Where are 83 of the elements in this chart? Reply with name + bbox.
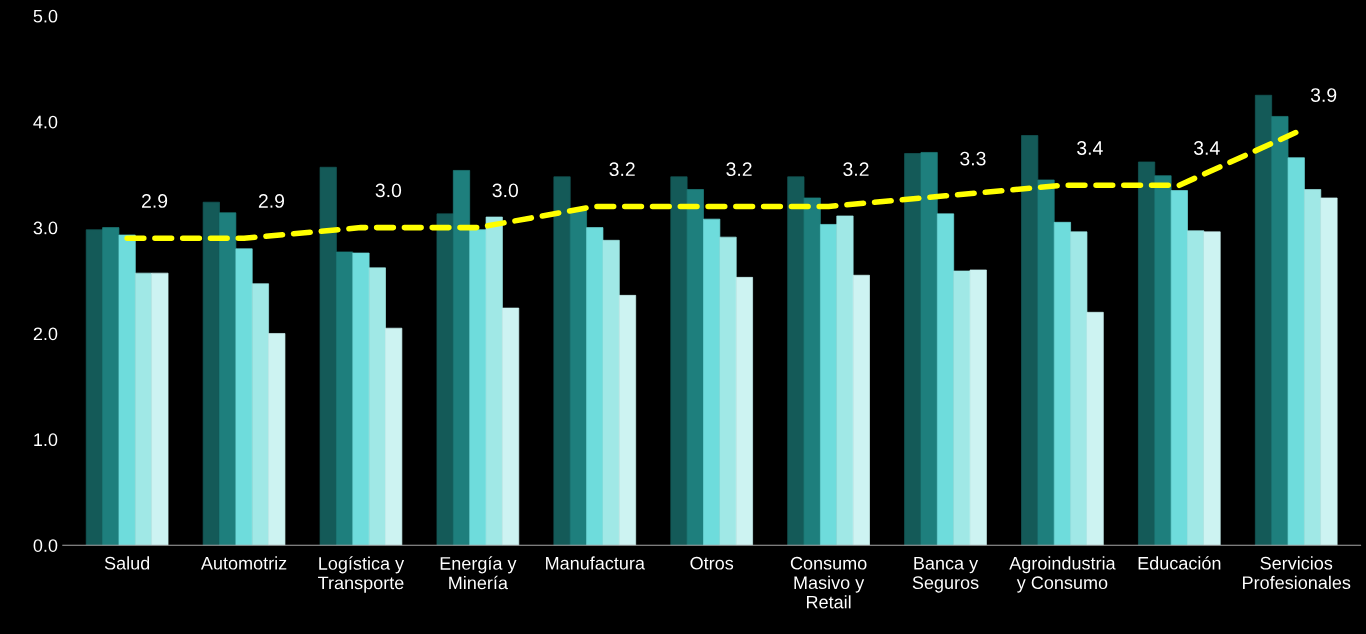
data-label: 3.0 bbox=[375, 183, 402, 198]
bar bbox=[1070, 231, 1088, 546]
bar bbox=[904, 153, 922, 546]
bar bbox=[1138, 161, 1156, 546]
bar bbox=[352, 252, 370, 546]
bar bbox=[1304, 189, 1322, 546]
y-tick-label: 0.0 bbox=[33, 539, 58, 552]
x-tick-label: Banca y Seguros bbox=[912, 557, 979, 593]
bar bbox=[151, 272, 169, 546]
bar bbox=[319, 166, 337, 546]
bar bbox=[385, 327, 403, 546]
bar bbox=[436, 213, 454, 546]
bar bbox=[602, 239, 620, 546]
bar bbox=[787, 176, 805, 546]
bar bbox=[686, 189, 704, 546]
bar bbox=[118, 234, 136, 546]
y-tick-label: 4.0 bbox=[33, 115, 58, 129]
bar bbox=[670, 176, 688, 546]
bar bbox=[102, 227, 120, 546]
bar bbox=[953, 270, 971, 546]
bar bbox=[836, 215, 854, 546]
bar bbox=[1320, 197, 1338, 546]
data-label: 3.2 bbox=[726, 162, 752, 177]
bar bbox=[485, 216, 503, 546]
x-tick-label: Salud bbox=[104, 556, 150, 570]
bar bbox=[586, 227, 604, 546]
bar bbox=[469, 229, 487, 546]
data-label: 3.0 bbox=[492, 183, 519, 198]
bar bbox=[1037, 179, 1055, 546]
bar bbox=[1154, 175, 1172, 546]
bar bbox=[1187, 230, 1205, 546]
bar bbox=[202, 201, 220, 546]
bar bbox=[251, 283, 269, 546]
bar bbox=[969, 269, 987, 546]
x-tick-label: Servicios Profesionales bbox=[1243, 556, 1351, 590]
bar bbox=[268, 333, 286, 546]
bar bbox=[134, 272, 153, 546]
bar bbox=[569, 210, 587, 546]
bar bbox=[1287, 157, 1305, 546]
data-label: 3.4 bbox=[1193, 141, 1220, 155]
data-label: 3.4 bbox=[1077, 141, 1103, 155]
data-label: 3.2 bbox=[609, 162, 635, 177]
bar bbox=[1086, 311, 1104, 546]
x-tick-label: Energía y Minería bbox=[440, 556, 517, 590]
bar bbox=[235, 248, 253, 546]
bar bbox=[1254, 94, 1273, 546]
bar bbox=[1021, 135, 1039, 546]
bar bbox=[618, 295, 637, 546]
bar bbox=[452, 170, 471, 546]
x-tick-label: Logística y Transporte bbox=[318, 556, 405, 593]
y-tick-label: 3.0 bbox=[33, 221, 58, 235]
data-label: 3.9 bbox=[1310, 88, 1337, 102]
x-tick-label: Manufactura bbox=[546, 556, 645, 570]
bar bbox=[735, 277, 753, 546]
x-tick-label: Agroindustria y Consumo bbox=[1009, 556, 1116, 593]
y-tick-label: 2.0 bbox=[33, 327, 58, 341]
x-tick-label: Consumo Masivo y Retail bbox=[790, 556, 867, 609]
bar bbox=[1271, 116, 1289, 546]
bar bbox=[1170, 190, 1188, 546]
x-tick-label: Automotriz bbox=[200, 556, 287, 570]
bar bbox=[1053, 221, 1071, 546]
x-tick-label: Otros bbox=[690, 556, 734, 570]
bar bbox=[1203, 231, 1221, 546]
data-label: 3.3 bbox=[960, 151, 986, 166]
bar bbox=[820, 224, 838, 546]
bar bbox=[852, 274, 870, 546]
y-tick-label: 1.0 bbox=[34, 433, 58, 447]
data-label: 2.9 bbox=[258, 194, 285, 208]
y-tick-label: 5.0 bbox=[33, 9, 58, 23]
bar bbox=[85, 229, 103, 546]
bar bbox=[719, 236, 737, 546]
bar bbox=[703, 218, 721, 546]
bar bbox=[553, 176, 571, 546]
data-label: 2.9 bbox=[142, 194, 168, 208]
bar bbox=[368, 267, 386, 546]
bar bbox=[920, 152, 938, 546]
data-label: 3.2 bbox=[843, 162, 869, 177]
bar bbox=[502, 307, 520, 546]
bar bbox=[219, 212, 237, 546]
x-tick-label: Educación bbox=[1138, 556, 1221, 570]
bar bbox=[336, 251, 354, 546]
bar bbox=[803, 197, 821, 546]
bar bbox=[936, 213, 955, 546]
